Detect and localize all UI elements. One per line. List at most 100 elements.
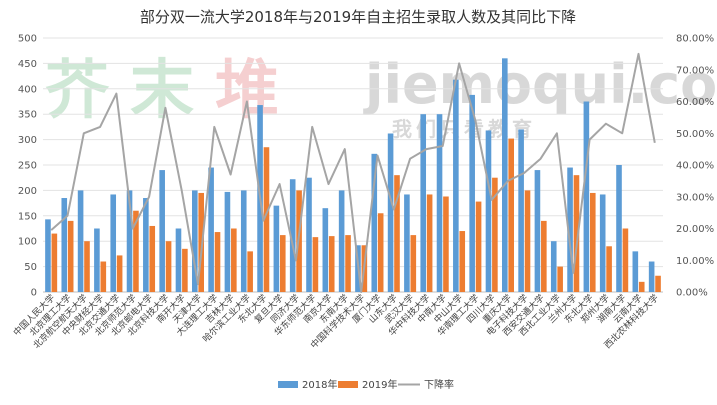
legend-swatch-2019 — [338, 381, 358, 388]
bar-2019 — [116, 255, 123, 292]
bar-2018 — [175, 228, 182, 292]
bar-2019 — [606, 246, 612, 292]
bar-2019 — [345, 235, 351, 292]
bar-2018 — [159, 170, 165, 292]
y-tick-label: 250 — [18, 161, 37, 172]
bar-2018 — [420, 114, 427, 292]
bar-2019 — [84, 241, 90, 292]
bar-2018 — [306, 177, 312, 292]
y-axis-right: 0.00% 10.00% 20.00% 30.00% 40.00% 50.00% 60.00… — [676, 34, 714, 299]
y-tick-label: 400 — [18, 84, 37, 95]
bar-2018 — [550, 241, 557, 292]
bar-2018 — [436, 114, 443, 292]
y-tick-label: 350 — [18, 110, 37, 121]
line-series — [50, 52, 656, 293]
bar-2018 — [77, 190, 84, 292]
watermark-char-3: 堆 — [215, 54, 279, 128]
bar-series — [45, 58, 661, 292]
bar-2018 — [45, 219, 51, 292]
legend-label-2018: 2018年 — [302, 378, 337, 391]
bar-2019 — [557, 266, 563, 292]
y2-tick-label: 30.00% — [676, 192, 714, 203]
bar-2019 — [622, 228, 629, 292]
bar-2019 — [165, 241, 172, 292]
legend: 2018年 2019年 下降率 — [278, 378, 454, 391]
y2-tick-label: 80.00% — [676, 34, 714, 45]
bar-2018 — [632, 251, 639, 292]
bar-2019 — [508, 138, 514, 292]
bar-2019 — [100, 261, 107, 292]
bar-2019 — [328, 236, 335, 292]
bar-2019 — [426, 194, 433, 292]
bar-2019 — [459, 231, 466, 292]
bar-2018 — [273, 205, 280, 292]
y-tick-label: 500 — [18, 34, 37, 45]
bar-2018 — [453, 79, 459, 292]
legend-swatch-2018 — [278, 381, 298, 388]
bar-2019 — [410, 235, 417, 292]
legend-label-2019: 2019年 — [362, 378, 397, 391]
y2-tick-label: 20.00% — [676, 224, 714, 235]
y-tick-label: 0 — [31, 288, 37, 299]
bar-2019 — [182, 248, 188, 292]
bar-2018 — [224, 191, 231, 292]
y2-tick-label: 0.00% — [676, 288, 708, 299]
y2-tick-label: 70.00% — [676, 65, 714, 76]
bar-2018 — [208, 167, 214, 292]
bar-2018 — [371, 153, 378, 292]
bar-2019 — [133, 210, 139, 292]
y-tick-label: 50 — [24, 262, 37, 273]
bar-2019 — [524, 190, 531, 292]
y2-tick-label: 50.00% — [676, 129, 714, 140]
y-tick-label: 200 — [18, 186, 37, 197]
bar-2019 — [492, 177, 498, 292]
bar-2019 — [475, 201, 482, 292]
bar-2018 — [567, 167, 573, 292]
bar-2018 — [599, 194, 606, 292]
bar-2018 — [616, 165, 622, 292]
chart-title: 部分双一流大学2018年与2019年自主招生录取人数及其同比下降 — [140, 8, 576, 26]
bar-2018 — [338, 190, 345, 292]
bar-2019 — [214, 232, 221, 292]
bar-2019 — [589, 192, 596, 292]
y-axis-left: 0 50 100 150 200 250 300 350 400 450 500 — [18, 34, 37, 299]
y2-tick-label: 10.00% — [676, 256, 714, 267]
bar-2019 — [149, 225, 156, 292]
x-axis: 中国人民大学北京理工大学北京航空航天大学中央财经大学北京交通大学北京师范大学北京… — [11, 292, 661, 351]
bar-2018 — [94, 228, 100, 292]
bar-2019 — [263, 147, 270, 292]
bar-2019 — [51, 233, 58, 292]
bar-2019 — [541, 220, 547, 292]
watermark-char-1: 芥 — [45, 54, 110, 128]
bar-2019 — [279, 235, 286, 292]
watermark-char-2: 末 — [130, 54, 194, 128]
y-tick-label: 450 — [18, 59, 37, 70]
bar-2018 — [192, 190, 198, 292]
bar-2018 — [404, 194, 410, 292]
bar-2019 — [198, 192, 204, 292]
watermark-slogan: 我们只看教育 — [392, 117, 536, 141]
bar-2018 — [322, 208, 329, 292]
legend-label-decline: 下降率 — [424, 378, 454, 391]
bar-2019 — [443, 196, 449, 292]
bar-2018 — [469, 94, 475, 292]
bar-2019 — [247, 251, 253, 292]
decline-rate-line — [50, 52, 656, 293]
bar-2018 — [502, 58, 508, 292]
bar-2018 — [126, 190, 133, 292]
bar-2019 — [394, 175, 400, 292]
y2-tick-label: 60.00% — [676, 97, 714, 108]
bar-2019 — [573, 175, 580, 292]
bar-2018 — [485, 130, 492, 292]
bar-2018 — [61, 198, 68, 292]
y-tick-label: 300 — [18, 135, 37, 146]
watermark: 芥 末 堆 jiemoqui.com 我们只看教育 — [45, 53, 717, 141]
bar-2018 — [143, 198, 149, 292]
y-tick-label: 150 — [18, 211, 37, 222]
bar-2019 — [377, 213, 384, 292]
y2-tick-label: 40.00% — [676, 161, 714, 172]
bar-2018 — [583, 101, 590, 292]
bar-2019 — [231, 228, 237, 292]
bar-2018 — [518, 129, 524, 292]
